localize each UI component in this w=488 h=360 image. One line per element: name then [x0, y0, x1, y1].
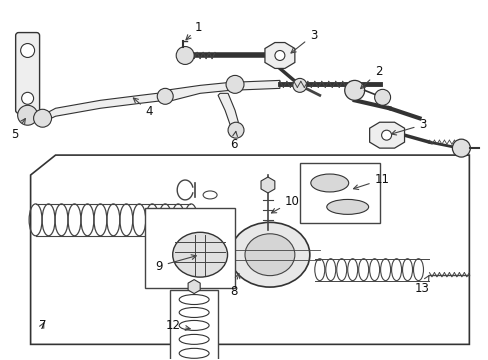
- Polygon shape: [42, 92, 165, 122]
- Polygon shape: [218, 93, 240, 130]
- Circle shape: [274, 50, 285, 60]
- Circle shape: [34, 109, 51, 127]
- Circle shape: [292, 78, 306, 92]
- Circle shape: [374, 89, 390, 105]
- Text: 5: 5: [11, 118, 25, 141]
- Circle shape: [18, 105, 38, 125]
- Circle shape: [225, 75, 244, 93]
- Text: 3: 3: [391, 118, 426, 135]
- Circle shape: [21, 92, 34, 104]
- Text: 1: 1: [185, 21, 202, 40]
- Bar: [299, 163, 379, 223]
- Text: 3: 3: [290, 28, 317, 53]
- Ellipse shape: [229, 222, 309, 287]
- Text: 6: 6: [229, 131, 237, 151]
- Text: 2: 2: [360, 66, 381, 89]
- Text: 13: 13: [414, 276, 428, 294]
- Polygon shape: [31, 155, 468, 345]
- Ellipse shape: [172, 232, 227, 277]
- Circle shape: [176, 46, 194, 64]
- Circle shape: [227, 122, 244, 138]
- Polygon shape: [165, 80, 279, 102]
- Bar: [170, 289, 218, 360]
- Ellipse shape: [244, 234, 294, 276]
- Ellipse shape: [310, 174, 348, 192]
- FancyBboxPatch shape: [16, 32, 40, 113]
- Circle shape: [20, 44, 35, 58]
- Circle shape: [381, 130, 391, 140]
- Text: 12: 12: [165, 319, 190, 332]
- Text: 4: 4: [133, 98, 152, 118]
- Text: 9: 9: [155, 255, 196, 273]
- Text: 7: 7: [39, 319, 46, 332]
- Polygon shape: [369, 122, 404, 148]
- Ellipse shape: [326, 199, 368, 214]
- Circle shape: [157, 88, 173, 104]
- Bar: [145, 208, 235, 288]
- Circle shape: [344, 80, 364, 100]
- Text: 10: 10: [271, 195, 299, 213]
- Text: 11: 11: [353, 173, 389, 189]
- Text: 8: 8: [229, 274, 239, 298]
- Polygon shape: [264, 42, 294, 68]
- Circle shape: [451, 139, 469, 157]
